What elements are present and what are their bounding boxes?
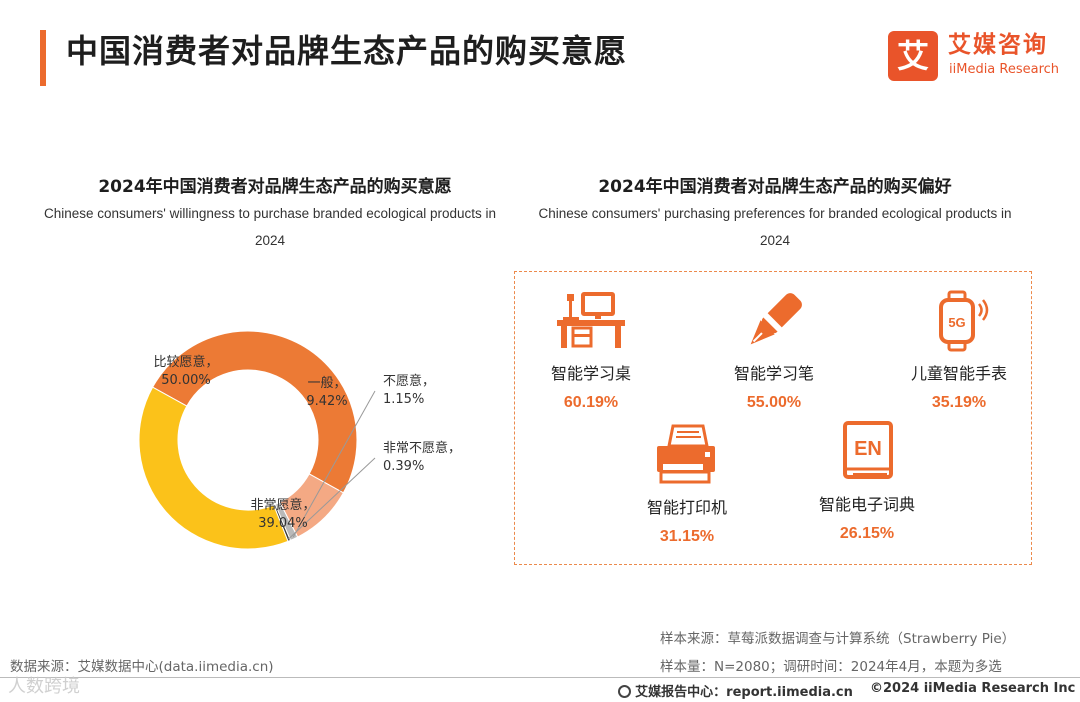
pref-value: 60.19% bbox=[563, 394, 619, 411]
pref-value: 31.15% bbox=[659, 528, 715, 545]
donut-leader-lines bbox=[288, 390, 376, 540]
svg-text:EN: EN bbox=[854, 438, 882, 460]
page-title: 中国消费者对品牌生态产品的购买意愿 bbox=[66, 32, 628, 70]
pref-item-study-desk: 智能学习桌 60.19% bbox=[511, 290, 671, 412]
brand-logo: 艾 艾媒咨询 iiMedia Research bbox=[888, 31, 1060, 81]
pref-value: 26.15% bbox=[839, 525, 895, 542]
logo-en-text: iiMedia Research bbox=[949, 62, 1060, 77]
donut-slice bbox=[151, 330, 358, 494]
footer-report: 艾媒报告中心：report.iimedia.cn bbox=[618, 681, 853, 700]
slice-label: 一般， bbox=[307, 375, 346, 391]
slice-value: 50.00% bbox=[161, 373, 211, 388]
leader-line bbox=[292, 390, 376, 538]
data-source-note: 数据来源：艾媒数据中心(data.iimedia.cn) bbox=[10, 659, 274, 675]
pref-value: 35.19% bbox=[931, 394, 987, 411]
pref-value: 55.00% bbox=[746, 394, 802, 411]
footer-divider bbox=[0, 677, 1080, 678]
donut-slices bbox=[138, 330, 358, 550]
sample-size-note: 样本量：N=2080；调研时间：2024年4月，本题为多选 bbox=[660, 659, 1002, 675]
dictionary-icon: EN bbox=[843, 421, 893, 479]
slice-value: 39.04% bbox=[258, 516, 308, 531]
printer-icon bbox=[657, 424, 715, 484]
globe-icon bbox=[618, 685, 631, 698]
pref-item-printer: 智能打印机 31.15% bbox=[607, 424, 767, 546]
slice-value: 0.39% bbox=[383, 459, 424, 474]
donut-labels: 比较愿意， 50.00% 一般， 9.42% 不愿意， 1.15% 非常不愿意， 0.39% 非… bbox=[153, 354, 461, 531]
pref-label: 智能电子词典 bbox=[818, 495, 915, 514]
sample-source-note: 样本来源：草莓派数据调查与计算系统（Strawberry Pie） bbox=[660, 631, 1016, 647]
logo-mark: 艾 bbox=[888, 31, 938, 81]
slice-value: 1.15% bbox=[383, 392, 424, 407]
pref-label: 儿童智能手表 bbox=[910, 364, 1007, 383]
pref-label: 智能学习笔 bbox=[733, 364, 814, 383]
footer-report-url[interactable]: report.iimedia.cn bbox=[726, 685, 853, 700]
right-chart-subtitle: Chinese consumers' purchasing preference… bbox=[538, 206, 1012, 248]
slice-value: 9.42% bbox=[306, 394, 347, 409]
left-chart-title: 2024年中国消费者对品牌生态产品的购买意愿 bbox=[98, 177, 452, 197]
slice-label: 非常不愿意， bbox=[383, 440, 461, 456]
study-desk-icon bbox=[557, 292, 625, 348]
slice-label: 比较愿意， bbox=[153, 354, 218, 370]
pref-item-smartwatch: 5G 儿童智能手表 35.19% bbox=[879, 290, 1039, 412]
slice-label: 不愿意， bbox=[383, 373, 435, 389]
footer-report-label: 艾媒报告中心： bbox=[635, 685, 727, 700]
right-chart-title: 2024年中国消费者对品牌生态产品的购买偏好 bbox=[598, 177, 952, 197]
slice-label: 非常愿意， bbox=[250, 497, 315, 513]
pref-item-smart-pen: 智能学习笔 55.00% bbox=[694, 290, 854, 412]
preferences-box: 智能学习桌 60.19% 智能学习笔 55.00% 5G 儿童智能手表 35.1… bbox=[514, 271, 1032, 565]
left-chart-subtitle: Chinese consumers' willingness to purcha… bbox=[43, 206, 497, 248]
donut-slice bbox=[138, 386, 289, 550]
svg-text:5G: 5G bbox=[948, 315, 965, 330]
footer-copyright: ©2024 iiMedia Research Inc bbox=[870, 681, 1076, 696]
willingness-donut-chart: 比较愿意， 50.00% 一般， 9.42% 不愿意， 1.15% 非常不愿意， 0.39% 非… bbox=[138, 330, 461, 550]
smartwatch-icon: 5G bbox=[939, 290, 989, 352]
title-accent-bar bbox=[40, 30, 46, 86]
pen-icon bbox=[750, 293, 802, 345]
pref-label: 智能打印机 bbox=[646, 498, 727, 517]
logo-cn-text: 艾媒咨询 bbox=[948, 32, 1048, 58]
pref-label: 智能学习桌 bbox=[550, 364, 631, 383]
leader-line bbox=[288, 457, 376, 540]
pref-item-dictionary: EN 智能电子词典 26.15% bbox=[787, 421, 947, 543]
watermark: 人数跨境 bbox=[8, 676, 80, 697]
